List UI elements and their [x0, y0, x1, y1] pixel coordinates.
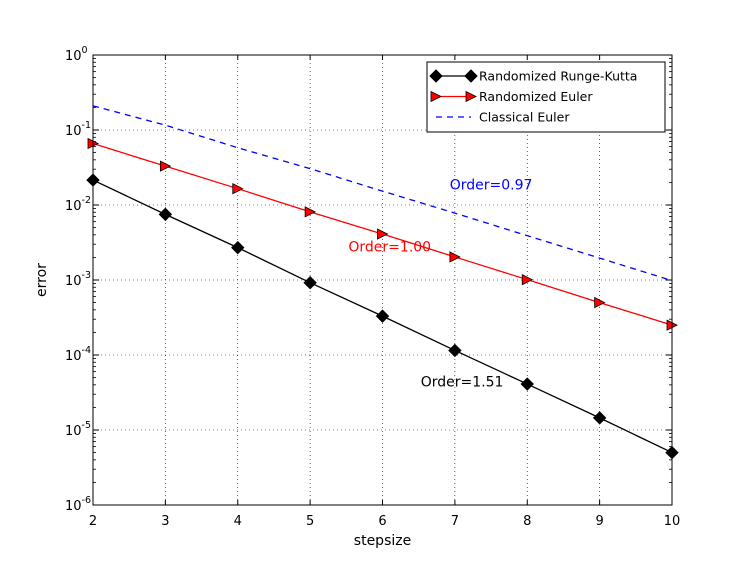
y-tick-label: 100	[65, 45, 88, 64]
data-point	[158, 207, 173, 222]
data-point	[594, 296, 606, 309]
data-point	[449, 251, 461, 263]
legend-entry-label: Randomized Runge-Kutta	[479, 69, 637, 84]
data-point	[521, 274, 534, 286]
y-tick-label: 10-6	[65, 495, 91, 514]
data-point	[304, 206, 317, 218]
data-point	[303, 276, 317, 290]
x-tick-label: 6	[378, 514, 386, 529]
series-classical-euler	[92, 105, 673, 282]
legend-marker	[429, 69, 443, 83]
y-axis-label: error	[34, 263, 50, 297]
y-tick-label: 10-5	[65, 420, 91, 439]
data-point	[377, 228, 389, 240]
y-tick-label: 10-2	[65, 195, 91, 214]
series-randomized-runge-kutta	[86, 173, 679, 460]
order-annotation: Order=1.00	[348, 239, 431, 255]
order-annotations: Order=0.97 Order=1.00 Order=1.51	[348, 178, 532, 391]
order-annotation: Order=0.97	[450, 178, 533, 194]
axis-ticks: 2 3 4 5 6 7 8 9 10 10-6 10-5 10-4 10-3 10-2 10-1 100	[65, 45, 680, 529]
data-point	[375, 309, 390, 323]
y-tick-label: 10-3	[65, 270, 91, 289]
x-tick-label: 3	[161, 514, 169, 529]
data-point	[232, 183, 244, 195]
order-annotation: Order=1.51	[421, 375, 504, 391]
y-tick-label: 10-1	[65, 120, 91, 139]
x-tick-label: 5	[306, 514, 314, 529]
data-point	[592, 411, 607, 425]
series-line	[92, 105, 673, 282]
series-layer	[86, 105, 679, 460]
legend-marker	[430, 90, 442, 103]
legend-marker	[464, 69, 478, 83]
x-tick-label: 9	[595, 514, 603, 529]
x-axis-label: stepsize	[354, 533, 411, 549]
legend-entry-label: Randomized Euler	[479, 89, 593, 104]
x-tick-label: 4	[234, 514, 242, 529]
x-tick-label: 7	[451, 514, 459, 529]
x-tick-label: 8	[523, 514, 531, 529]
y-tick-label: 10-4	[65, 345, 91, 364]
x-tick-label: 2	[89, 514, 97, 529]
legend-marker	[465, 90, 477, 103]
data-point	[520, 377, 534, 391]
legend: Randomized Runge-Kutta Randomized Euler Cl…	[426, 61, 666, 133]
legend-entry-label: Classical Euler	[479, 110, 570, 125]
series-randomized-euler	[87, 137, 678, 331]
x-tick-label: 10	[664, 514, 681, 529]
data-point	[448, 343, 462, 358]
data-point	[159, 160, 172, 172]
data-point	[231, 240, 245, 255]
